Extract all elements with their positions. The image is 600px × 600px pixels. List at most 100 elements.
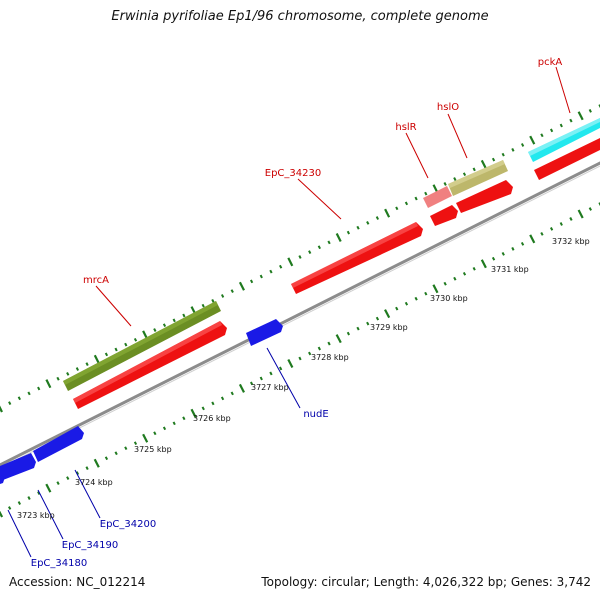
tick-mark xyxy=(462,271,467,276)
tick-mark xyxy=(540,133,544,138)
tick-mark xyxy=(550,227,554,231)
tick-mark xyxy=(356,326,360,331)
tick-mark xyxy=(104,352,109,357)
tick-mark xyxy=(462,172,467,177)
tick-mark xyxy=(172,318,176,323)
gene-red-3[interactable] xyxy=(456,180,513,213)
tick-mark xyxy=(37,386,41,391)
tick-mark xyxy=(8,401,12,406)
gene-EpC_34230[interactable] xyxy=(291,222,423,294)
tick-mark xyxy=(238,281,245,291)
scale-label: 3731 kbp xyxy=(491,265,529,274)
tick-mark xyxy=(404,201,409,206)
scale-label: 3724 kbp xyxy=(75,478,113,487)
genome-summary-text: Topology: circular; Length: 4,026,322 bp… xyxy=(261,575,591,589)
label-EpC_34180: EpC_34180 xyxy=(31,558,87,569)
label-nudE: nudE xyxy=(303,409,328,420)
inner-tick-track xyxy=(0,202,600,518)
scale-label: 3729 kbp xyxy=(370,323,408,332)
tick-mark xyxy=(220,294,225,298)
scale-label: 3730 kbp xyxy=(430,294,468,303)
map-title: Erwinia pyrifoliae Ep1/96 chromosome, co… xyxy=(111,9,489,24)
tick-mark xyxy=(85,362,89,367)
tick-mark xyxy=(520,143,525,147)
label-hslR: hslR xyxy=(395,122,416,133)
tick-mark xyxy=(93,458,100,468)
gene-hslR[interactable] xyxy=(423,186,452,208)
tick-mark xyxy=(104,456,109,461)
label-hslO: hslO xyxy=(437,102,459,113)
tick-mark xyxy=(491,256,496,261)
tick-mark xyxy=(453,177,457,181)
tick-mark xyxy=(472,167,476,172)
tick-mark xyxy=(453,276,457,281)
tick-mark xyxy=(501,152,505,157)
tick-mark xyxy=(480,259,487,269)
tick-mark xyxy=(577,209,584,219)
tick-mark xyxy=(114,347,118,352)
scale-label: 3725 kbp xyxy=(134,445,172,454)
tick-mark xyxy=(443,281,447,286)
tick-mark xyxy=(472,266,476,271)
tick-mark xyxy=(395,206,399,211)
tick-mark xyxy=(220,396,225,401)
tick-mark xyxy=(172,421,176,426)
tick-mark xyxy=(230,391,234,396)
chromosome-backbone xyxy=(0,161,600,469)
tick-mark xyxy=(424,191,428,196)
tick-mark xyxy=(182,313,186,318)
label-EpC_34200: EpC_34200 xyxy=(100,519,156,530)
tick-mark xyxy=(142,433,149,443)
tick-mark xyxy=(511,246,515,251)
tick-mark xyxy=(569,217,573,221)
tick-mark xyxy=(511,147,515,152)
tick-mark xyxy=(335,233,342,242)
tick-mark xyxy=(85,466,89,471)
gene-mrcA[interactable] xyxy=(63,301,221,391)
tick-mark xyxy=(201,303,205,308)
tick-mark xyxy=(45,379,52,389)
tick-mark xyxy=(114,451,118,456)
tick-mark xyxy=(520,241,525,246)
tick-mark xyxy=(366,321,370,326)
gene-red-1[interactable] xyxy=(73,321,227,409)
tick-mark xyxy=(308,250,312,255)
gene-EpC_34190[interactable] xyxy=(0,453,36,480)
scale-label: 3728 kbp xyxy=(311,353,349,362)
tick-mark xyxy=(432,284,439,294)
label-mrcA: mrcA xyxy=(83,275,109,286)
tick-mark xyxy=(327,240,331,245)
tick-mark xyxy=(298,255,302,259)
tick-mark xyxy=(182,416,186,421)
tick-mark xyxy=(414,196,418,201)
outer-tick-track xyxy=(0,104,600,413)
tick-mark xyxy=(501,251,505,256)
tick-mark xyxy=(133,441,138,446)
gene-hslO[interactable] xyxy=(448,160,508,196)
tick-mark xyxy=(8,506,12,510)
tick-mark xyxy=(577,111,584,121)
tick-mark xyxy=(259,376,263,381)
tick-mark xyxy=(45,483,52,493)
scale-label: 3732 kbp xyxy=(552,237,590,246)
tick-mark xyxy=(17,501,21,505)
tick-mark xyxy=(404,301,409,306)
tick-mark xyxy=(37,491,41,495)
gene-pckA[interactable] xyxy=(528,118,600,162)
gene-EpC_34180[interactable] xyxy=(0,475,5,484)
gene-red-4[interactable] xyxy=(534,138,600,180)
tick-mark xyxy=(133,337,138,342)
tick-mark xyxy=(201,406,205,411)
tick-mark xyxy=(443,182,447,186)
scale-label: 3727 kbp xyxy=(251,383,289,392)
tick-mark xyxy=(230,289,234,293)
tick-mark xyxy=(0,405,3,413)
gene-nudE[interactable] xyxy=(246,319,283,346)
gene-EpC_34200[interactable] xyxy=(33,426,84,462)
gene-red-2[interactable] xyxy=(430,205,458,226)
tick-mark xyxy=(190,408,197,418)
tick-mark xyxy=(356,225,360,230)
tick-mark xyxy=(27,496,31,500)
tick-mark xyxy=(66,372,70,376)
tick-mark xyxy=(269,371,273,376)
